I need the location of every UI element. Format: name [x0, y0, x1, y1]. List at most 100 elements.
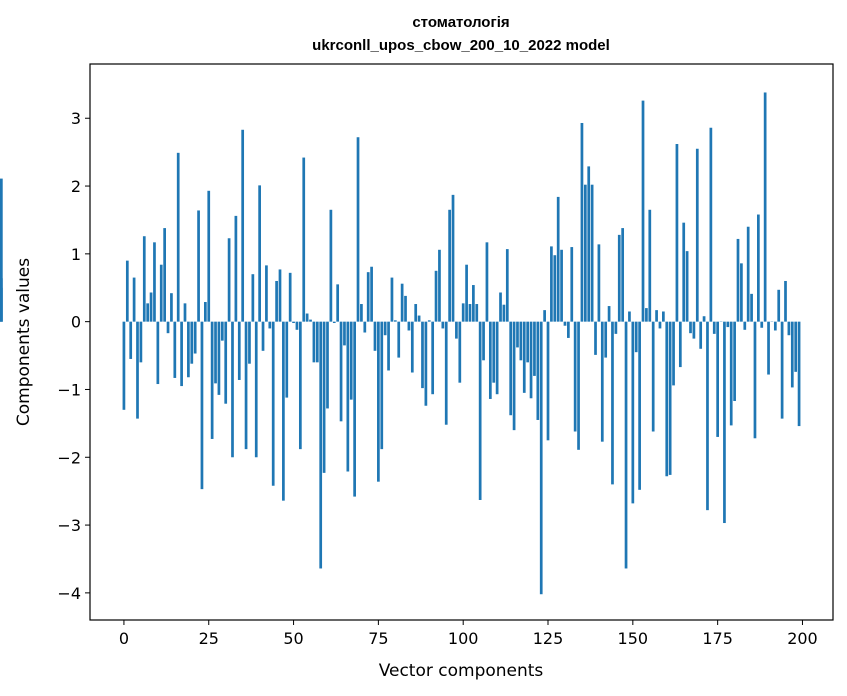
bar-85: [410, 321, 414, 373]
bar-122: [536, 321, 540, 420]
bar-95: [444, 321, 448, 425]
bar-156: [651, 321, 655, 432]
bar-97: [451, 194, 455, 322]
bar-99: [458, 321, 462, 383]
bar-21: [193, 321, 197, 354]
bar-19: [187, 321, 190, 378]
bar-7: [146, 303, 150, 322]
bar-163: [675, 144, 679, 322]
bar-18: [183, 303, 187, 322]
bar-84: [407, 321, 411, 331]
bar-44: [271, 321, 275, 486]
bar-42: [265, 265, 268, 322]
bar-74: [373, 321, 377, 351]
bar-160: [665, 321, 669, 477]
bar-88: [421, 321, 424, 389]
bar-32: [231, 321, 234, 458]
y-tick-label: 3: [71, 109, 81, 128]
bar-144: [611, 321, 614, 485]
bar-125: [546, 321, 550, 441]
bar-131: [567, 321, 570, 338]
y-axis-label: Components values: [14, 258, 34, 426]
bar-193: [777, 289, 781, 322]
bar-10: [156, 321, 160, 385]
bar-190: [767, 321, 770, 375]
bar-78: [387, 321, 390, 371]
bar-24: [203, 301, 207, 322]
bar-121: [533, 321, 536, 376]
bar-5: [139, 321, 143, 363]
chart-title: стоматологія: [412, 14, 509, 31]
bar-94: [441, 321, 445, 329]
bar-49: [288, 272, 292, 322]
bar-107: [485, 242, 489, 322]
bar-65: [343, 321, 346, 346]
bar-175: [716, 321, 720, 437]
bar-114: [509, 321, 513, 416]
bar-30: [224, 321, 228, 404]
bar-177: [723, 321, 726, 524]
x-tick-label: 50: [283, 629, 303, 648]
bar-120: [529, 321, 533, 399]
bar-171: [702, 316, 706, 322]
bar-6: [142, 236, 146, 322]
bar-51: [295, 321, 299, 330]
bar-71: [363, 321, 367, 333]
bar-111: [499, 292, 502, 322]
bar-119: [526, 321, 530, 363]
bar-162: [672, 321, 675, 386]
x-tick-label: 100: [448, 629, 479, 648]
bar-77: [383, 321, 387, 336]
bar-35: [241, 129, 245, 322]
bar-73: [370, 266, 373, 322]
bar-1: [125, 260, 129, 322]
bar-150: [631, 321, 635, 504]
bar-37: [248, 321, 251, 364]
bar-151: [634, 321, 638, 353]
bar-14: [170, 293, 173, 322]
bar-180: [733, 321, 736, 401]
bar-57: [315, 321, 319, 363]
bar-188: [760, 321, 764, 328]
bar-149: [628, 311, 631, 322]
bar-22: [197, 210, 200, 322]
bar-11: [159, 264, 163, 322]
bar-155: [648, 209, 652, 322]
bar-174: [712, 321, 716, 334]
bar-92: [434, 270, 438, 322]
bar-197: [790, 321, 794, 388]
bar-36: [244, 321, 248, 450]
bar-172: [706, 321, 709, 511]
x-tick-label: 0: [119, 629, 129, 648]
bar-170: [699, 321, 703, 349]
bar-137: [587, 166, 591, 322]
bar-161: [668, 321, 672, 475]
bar-62: [332, 321, 336, 324]
bar-113: [505, 249, 509, 322]
bar-67: [349, 321, 353, 400]
bar-3: [132, 277, 136, 322]
x-tick-label: 175: [702, 629, 733, 648]
bar-60: [326, 321, 329, 409]
bar-undefined: [0, 178, 3, 322]
bar-142: [604, 321, 608, 358]
bar-58: [319, 321, 323, 569]
bar-164: [678, 321, 682, 368]
bar-12: [163, 228, 166, 322]
bar-72: [366, 272, 370, 322]
bar-108: [488, 321, 492, 399]
bar-82: [400, 283, 404, 322]
bar-undefined: [0, 278, 3, 322]
bar-66: [346, 321, 350, 472]
x-axis-label: Vector components: [379, 661, 544, 681]
bar-28: [217, 321, 221, 395]
bar-38: [251, 274, 255, 322]
bar-55: [309, 319, 312, 322]
bar-127: [553, 255, 557, 322]
bar-70: [360, 304, 363, 322]
bar-168: [692, 321, 696, 339]
bar-61: [329, 209, 333, 322]
bar-109: [492, 321, 496, 383]
bar-63: [336, 284, 340, 322]
bar-86: [414, 304, 418, 322]
